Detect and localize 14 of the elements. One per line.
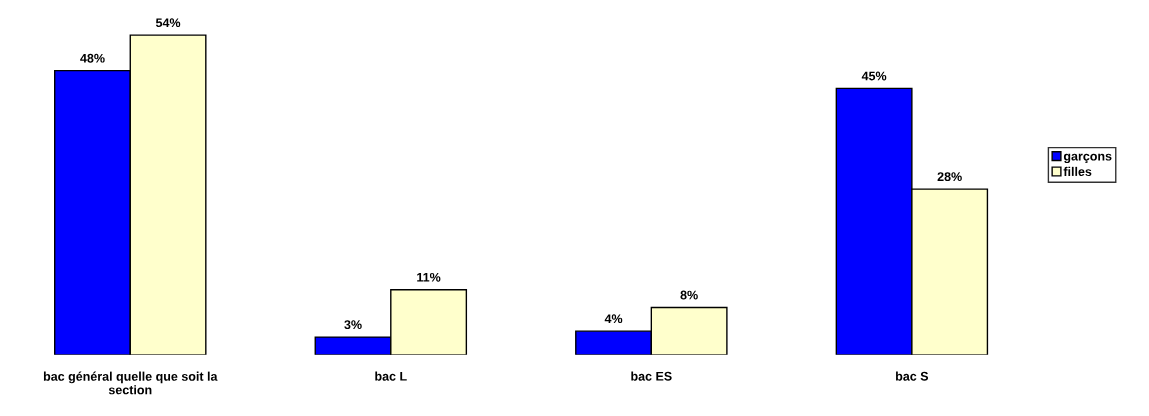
data-label: 28% — [937, 172, 962, 182]
data-label: 4% — [604, 314, 623, 324]
x-tick-label: bac S — [896, 371, 929, 381]
data-label: 11% — [417, 272, 441, 282]
legend-label: garçons — [1063, 153, 1112, 164]
data-label: 3% — [344, 320, 362, 330]
x-tick-label: bac L — [375, 371, 407, 381]
x-tick-label: bac général quelle que soit la section — [43, 371, 218, 395]
data-label: 54% — [155, 18, 181, 28]
data-label: 8% — [680, 290, 698, 300]
legend-label: filles — [1063, 166, 1092, 177]
data-label: 45% — [861, 71, 887, 81]
x-tick-label: bac ES — [631, 371, 672, 381]
data-label: 48% — [80, 53, 105, 63]
